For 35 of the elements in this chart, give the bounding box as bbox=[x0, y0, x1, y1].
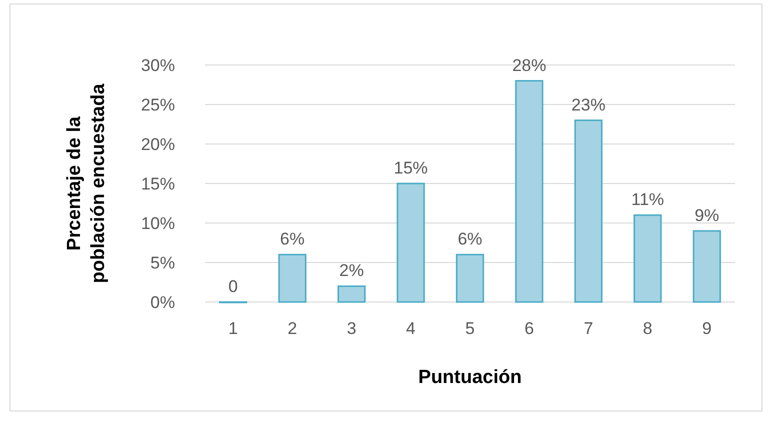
x-tick-label: 3 bbox=[346, 319, 356, 338]
y-tick-label: 20% bbox=[140, 134, 175, 154]
data-label: 6% bbox=[280, 230, 305, 249]
x-tick-label: 1 bbox=[228, 319, 238, 338]
x-tick-label: 7 bbox=[584, 319, 594, 338]
x-tick-label: 9 bbox=[702, 319, 712, 338]
bar bbox=[515, 80, 544, 303]
bar bbox=[692, 230, 721, 303]
data-label: 28% bbox=[512, 56, 546, 75]
y-tick-label: 5% bbox=[150, 253, 175, 272]
x-tick-label: 4 bbox=[406, 319, 416, 338]
y-tick-label: 25% bbox=[140, 95, 175, 114]
x-tick-label: 6 bbox=[524, 319, 534, 338]
bar bbox=[574, 120, 603, 303]
x-tick-label: 5 bbox=[465, 319, 475, 338]
y-tick-label: 10% bbox=[140, 214, 175, 233]
data-label: 0 bbox=[228, 277, 238, 296]
bar bbox=[278, 254, 306, 303]
y-tick-label: 15% bbox=[140, 174, 175, 194]
bar bbox=[396, 182, 425, 303]
y-tick-label: 30% bbox=[140, 56, 175, 75]
bar bbox=[337, 285, 366, 303]
data-label: 9% bbox=[694, 206, 720, 225]
y-axis-title: Prcentaje de la población encuestada bbox=[64, 83, 109, 284]
data-label: 6% bbox=[458, 230, 482, 249]
bar bbox=[456, 254, 484, 303]
data-label: 15% bbox=[394, 158, 428, 178]
x-tick-label: 2 bbox=[288, 319, 298, 338]
y-tick-label: 0% bbox=[150, 292, 175, 312]
data-label: 2% bbox=[339, 261, 364, 280]
data-label: 11% bbox=[631, 190, 664, 210]
bar bbox=[634, 214, 662, 303]
x-axis-title: Puntuación bbox=[418, 367, 522, 388]
x-tick-label: 8 bbox=[642, 319, 652, 338]
data-label: 23% bbox=[571, 95, 606, 114]
